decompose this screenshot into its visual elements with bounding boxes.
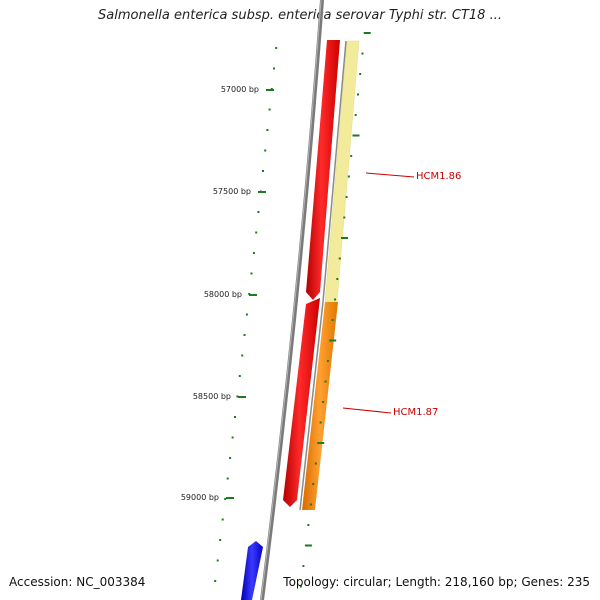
ruler-label: 59000 bp xyxy=(181,493,219,502)
map-title: Salmonella enterica subsp. enterica sero… xyxy=(98,8,502,23)
track-guide-line xyxy=(299,40,347,511)
gene-arrow-reverse[interactable] xyxy=(241,541,263,600)
ruler-label: 57500 bp xyxy=(213,187,251,196)
accession-text: Accession: NC_003384 xyxy=(9,575,146,589)
ruler-label: 57000 bp xyxy=(221,85,259,94)
topology-summary-text: Topology: circular; Length: 218,160 bp; … xyxy=(283,575,590,589)
backbone-arc-highlight xyxy=(260,0,322,600)
ruler-label: 58500 bp xyxy=(193,392,231,401)
ruler-label: 58000 bp xyxy=(204,290,242,299)
feature-track-hcm1-87[interactable] xyxy=(302,302,338,510)
ruler-minor-ticks xyxy=(214,47,278,582)
feature-label-hcm1-87[interactable]: HCM1.87 xyxy=(393,407,438,418)
gene-arrow-forward-2[interactable] xyxy=(283,298,320,507)
feature-callout-line-hcm1-86 xyxy=(365,172,415,178)
ruler-outer-ticks xyxy=(299,32,371,588)
feature-callout-line-hcm1-87 xyxy=(342,407,392,414)
backbone-arc xyxy=(260,0,324,600)
gene-arrow-forward-1[interactable] xyxy=(306,40,340,300)
feature-label-hcm1-86[interactable]: HCM1.86 xyxy=(416,171,461,182)
